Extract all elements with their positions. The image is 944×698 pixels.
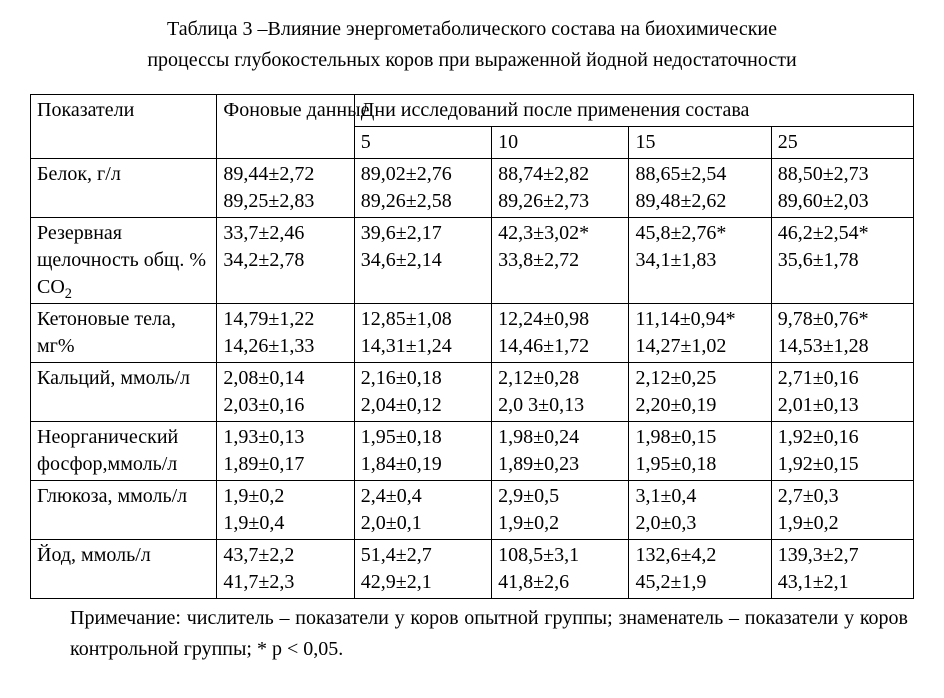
table-cell: 2,4±0,42,0±0,1 (354, 481, 491, 540)
row-label: Йод, ммоль/л (31, 540, 217, 599)
table-cell: 11,14±0,94*14,27±1,02 (629, 304, 771, 363)
col-header-day-5: 5 (354, 127, 491, 159)
table-row: Неорганический фосфор,ммоль/л1,93±0,131,… (31, 422, 914, 481)
row-label: Резервная щелочность общ. % СО2 (31, 218, 217, 304)
table-cell: 88,50±2,7389,60±2,03 (771, 159, 913, 218)
table-cell: 89,02±2,7689,26±2,58 (354, 159, 491, 218)
table-cell: 1,92±0,161,92±0,15 (771, 422, 913, 481)
table-cell: 42,3±3,02*33,8±2,72 (492, 218, 629, 304)
col-header-baseline: Фоновые данные (217, 95, 354, 159)
table-row: Кетоновые тела, мг%14,79±1,2214,26±1,331… (31, 304, 914, 363)
table-cell: 132,6±4,245,2±1,9 (629, 540, 771, 599)
caption-line-2: процессы глубокостельных коров при выраж… (40, 45, 904, 76)
table-cell: 139,3±2,743,1±2,1 (771, 540, 913, 599)
row-label: Кальций, ммоль/л (31, 363, 217, 422)
table-cell: 46,2±2,54*35,6±1,78 (771, 218, 913, 304)
col-header-day-25: 25 (771, 127, 913, 159)
col-header-days-group: Дни исследований после применения состав… (354, 95, 913, 127)
table-cell: 2,7±0,31,9±0,2 (771, 481, 913, 540)
table-cell: 2,71±0,162,01±0,13 (771, 363, 913, 422)
table-row: Глюкоза, ммоль/л1,9±0,21,9±0,42,4±0,42,0… (31, 481, 914, 540)
row-label: Глюкоза, ммоль/л (31, 481, 217, 540)
data-table: Показатели Фоновые данные Дни исследован… (30, 94, 914, 599)
table-cell: 2,08±0,142,03±0,16 (217, 363, 354, 422)
table-cell: 2,12±0,282,0 3±0,13 (492, 363, 629, 422)
caption-line-1: Таблица 3 –Влияние энергометаболического… (40, 14, 904, 45)
table-cell: 14,79±1,2214,26±1,33 (217, 304, 354, 363)
table-cell: 2,16±0,182,04±0,12 (354, 363, 491, 422)
table-row: Йод, ммоль/л43,7±2,241,7±2,351,4±2,742,9… (31, 540, 914, 599)
col-header-indicator: Показатели (31, 95, 217, 159)
table-row: Кальций, ммоль/л2,08±0,142,03±0,162,16±0… (31, 363, 914, 422)
table-cell: 108,5±3,141,8±2,6 (492, 540, 629, 599)
table-cell: 39,6±2,1734,6±2,14 (354, 218, 491, 304)
table-cell: 9,78±0,76*14,53±1,28 (771, 304, 913, 363)
table-cell: 51,4±2,742,9±2,1 (354, 540, 491, 599)
table-cell: 2,12±0,252,20±0,19 (629, 363, 771, 422)
col-header-day-10: 10 (492, 127, 629, 159)
table-header-row-1: Показатели Фоновые данные Дни исследован… (31, 95, 914, 127)
table-cell: 88,65±2,5489,48±2,62 (629, 159, 771, 218)
row-label: Белок, г/л (31, 159, 217, 218)
table-footnote: Примечание: числитель – показатели у кор… (30, 603, 914, 665)
table-row: Резервная щелочность общ. % СО233,7±2,46… (31, 218, 914, 304)
table-caption: Таблица 3 –Влияние энергометаболического… (30, 14, 914, 76)
table-row: Белок, г/л89,44±2,7289,25±2,8389,02±2,76… (31, 159, 914, 218)
table-cell: 88,74±2,8289,26±2,73 (492, 159, 629, 218)
row-label: Кетоновые тела, мг% (31, 304, 217, 363)
table-cell: 1,93±0,131,89±0,17 (217, 422, 354, 481)
table-cell: 33,7±2,4634,2±2,78 (217, 218, 354, 304)
table-cell: 12,85±1,0814,31±1,24 (354, 304, 491, 363)
row-label: Неорганический фосфор,ммоль/л (31, 422, 217, 481)
col-header-day-15: 15 (629, 127, 771, 159)
table-cell: 3,1±0,42,0±0,3 (629, 481, 771, 540)
table-cell: 2,9±0,51,9±0,2 (492, 481, 629, 540)
table-cell: 1,95±0,181,84±0,19 (354, 422, 491, 481)
table-cell: 1,98±0,241,89±0,23 (492, 422, 629, 481)
table-cell: 12,24±0,9814,46±1,72 (492, 304, 629, 363)
table-cell: 1,9±0,21,9±0,4 (217, 481, 354, 540)
table-cell: 89,44±2,7289,25±2,83 (217, 159, 354, 218)
table-cell: 43,7±2,241,7±2,3 (217, 540, 354, 599)
table-cell: 45,8±2,76*34,1±1,83 (629, 218, 771, 304)
table-cell: 1,98±0,151,95±0,18 (629, 422, 771, 481)
